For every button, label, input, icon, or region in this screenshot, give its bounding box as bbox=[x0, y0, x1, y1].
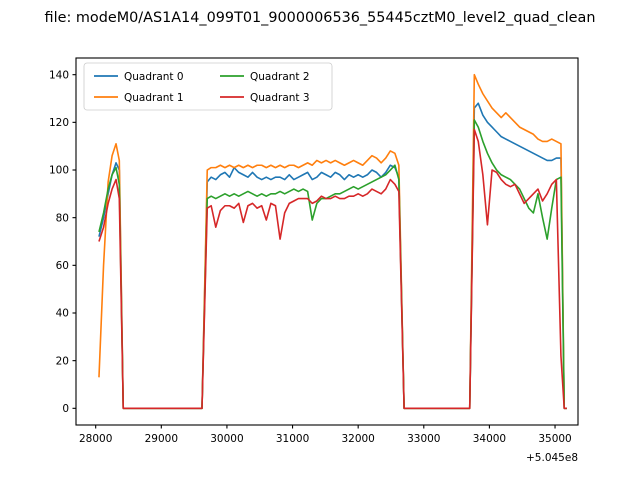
y-tick-label: 120 bbox=[49, 117, 69, 129]
y-tick-label: 60 bbox=[56, 260, 69, 272]
y-tick-label: 40 bbox=[56, 308, 69, 320]
legend-label-quadrant-1: Quadrant 1 bbox=[124, 92, 184, 104]
legend-label-quadrant-3: Quadrant 3 bbox=[250, 92, 310, 104]
legend-entry-quadrant-3[interactable]: Quadrant 3 bbox=[220, 92, 310, 104]
series-line-quadrant-2 bbox=[98, 119, 567, 410]
legend-entry-quadrant-0[interactable]: Quadrant 0 bbox=[94, 71, 184, 83]
y-tick-label: 0 bbox=[62, 403, 69, 415]
axes-frame bbox=[75, 57, 579, 426]
x-tick-label: 35000 bbox=[538, 433, 571, 445]
page-title: file: modeM0/AS1A14_099T01_9000006536_55… bbox=[44, 10, 596, 26]
y-tick-label: 20 bbox=[56, 355, 69, 367]
x-tick-label: 29000 bbox=[145, 433, 178, 445]
legend-entry-quadrant-1[interactable]: Quadrant 1 bbox=[94, 92, 184, 104]
y-tick-label: 80 bbox=[56, 212, 69, 224]
x-tick-label: 32000 bbox=[341, 433, 374, 445]
y-tick-label: 100 bbox=[49, 165, 69, 177]
series-line-quadrant-0 bbox=[98, 102, 567, 410]
legend-entry-quadrant-2[interactable]: Quadrant 2 bbox=[220, 71, 310, 83]
x-tick-label: 31000 bbox=[276, 433, 309, 445]
series-line-quadrant-3 bbox=[98, 128, 567, 410]
x-tick-label: 34000 bbox=[473, 433, 506, 445]
x-tick-label: 33000 bbox=[407, 433, 440, 445]
x-axis-offset-label: +5.045e8 bbox=[526, 452, 578, 464]
x-tick-label: 28000 bbox=[79, 433, 112, 445]
x-tick-label: 30000 bbox=[210, 433, 243, 445]
legend-label-quadrant-2: Quadrant 2 bbox=[250, 71, 310, 83]
legend-box bbox=[83, 62, 333, 111]
y-tick-label: 140 bbox=[49, 69, 69, 81]
legend-label-quadrant-0: Quadrant 0 bbox=[124, 71, 184, 83]
series-line-quadrant-1 bbox=[98, 73, 567, 410]
